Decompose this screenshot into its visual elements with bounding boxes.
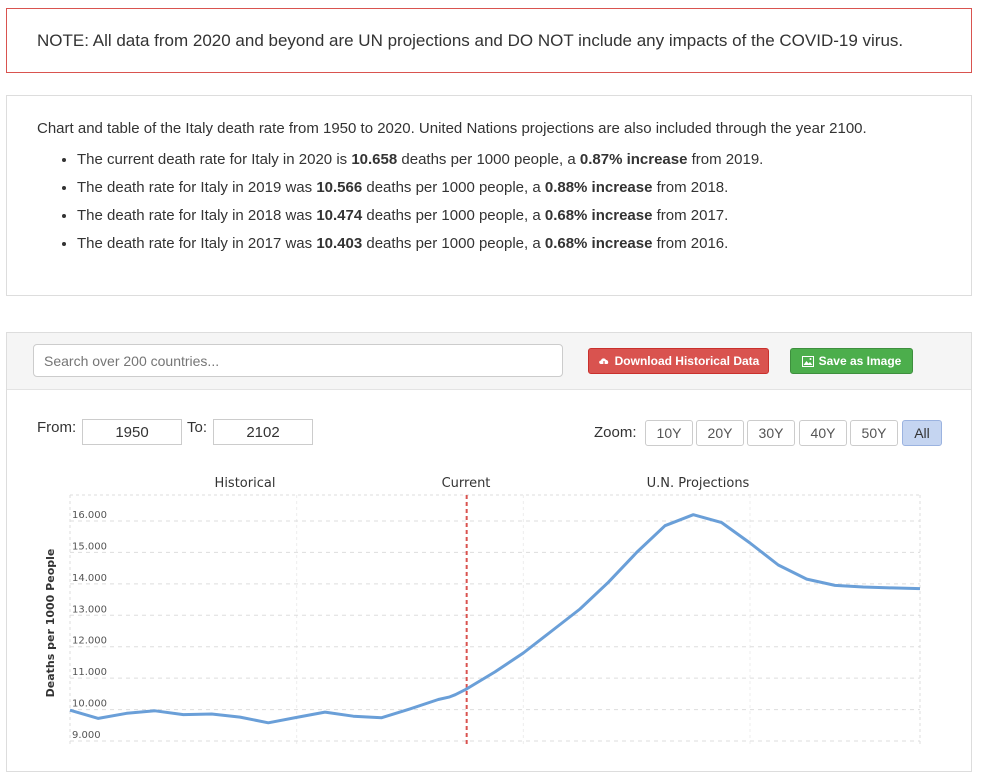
- summary-intro: Chart and table of the Italy death rate …: [37, 120, 867, 137]
- zoom-10y-button[interactable]: 10Y: [645, 420, 693, 446]
- chart-toolbar: Download Historical Data Save as Image: [7, 333, 971, 390]
- save-label: Save as Image: [818, 354, 902, 368]
- note-text: NOTE: All data from 2020 and beyond are …: [37, 30, 904, 50]
- zoom-all-button[interactable]: All: [902, 420, 942, 446]
- chart-panel: Download Historical Data Save as Image F…: [6, 332, 972, 772]
- summary-item: The death rate for Italy in 2018 was 10.…: [77, 205, 941, 227]
- covid-note: NOTE: All data from 2020 and beyond are …: [6, 8, 972, 73]
- zoom-50y-button[interactable]: 50Y: [850, 420, 898, 446]
- summary-change: 0.88% increase: [544, 179, 653, 196]
- summary-text: The death rate for Italy in 2017 was: [77, 235, 317, 252]
- summary-text: deaths per 1000 people, a: [362, 179, 545, 196]
- download-label: Download Historical Data: [614, 354, 760, 368]
- summary-value: 10.403: [316, 235, 363, 252]
- summary-text: The death rate for Italy in 2019 was: [77, 179, 317, 196]
- from-label: From:: [37, 419, 77, 436]
- download-historical-data-button[interactable]: Download Historical Data: [588, 348, 769, 374]
- summary-change: 0.68% increase: [544, 207, 653, 224]
- summary-item: The current death rate for Italy in 2020…: [77, 149, 941, 171]
- summary-text: deaths per 1000 people, a: [362, 207, 545, 224]
- zoom-30y-button[interactable]: 30Y: [747, 420, 795, 446]
- summary-value: 10.474: [316, 207, 363, 224]
- summary-text: The current death rate for Italy in 2020…: [77, 151, 352, 168]
- zoom-label: Zoom:: [594, 424, 637, 441]
- summary-box: Chart and table of the Italy death rate …: [6, 95, 972, 296]
- summary-list: The current death rate for Italy in 2020…: [37, 149, 941, 255]
- summary-text: deaths per 1000 people, a: [362, 235, 545, 252]
- summary-text: from 2018.: [652, 179, 729, 196]
- summary-text: The death rate for Italy in 2018 was: [77, 207, 317, 224]
- to-label: To:: [187, 419, 208, 436]
- cloud-download-icon: [598, 357, 608, 367]
- summary-change: 0.68% increase: [544, 235, 653, 252]
- summary-value: 10.566: [316, 179, 363, 196]
- image-icon: [801, 355, 814, 367]
- summary-item: The death rate for Italy in 2019 was 10.…: [77, 177, 941, 199]
- country-search-input[interactable]: [33, 344, 563, 377]
- summary-text: from 2019.: [687, 151, 764, 168]
- summary-change: 0.87% increase: [579, 151, 688, 168]
- summary-text: from 2017.: [652, 207, 729, 224]
- summary-value: 10.658: [351, 151, 398, 168]
- summary-item: The death rate for Italy in 2017 was 10.…: [77, 233, 941, 255]
- summary-text: from 2016.: [652, 235, 729, 252]
- save-as-image-button[interactable]: Save as Image: [790, 348, 913, 374]
- summary-text: deaths per 1000 people, a: [397, 151, 580, 168]
- from-year-input[interactable]: 1950: [82, 419, 182, 445]
- zoom-40y-button[interactable]: 40Y: [799, 420, 847, 446]
- zoom-20y-button[interactable]: 20Y: [696, 420, 744, 446]
- to-year-input[interactable]: 2102: [213, 419, 313, 445]
